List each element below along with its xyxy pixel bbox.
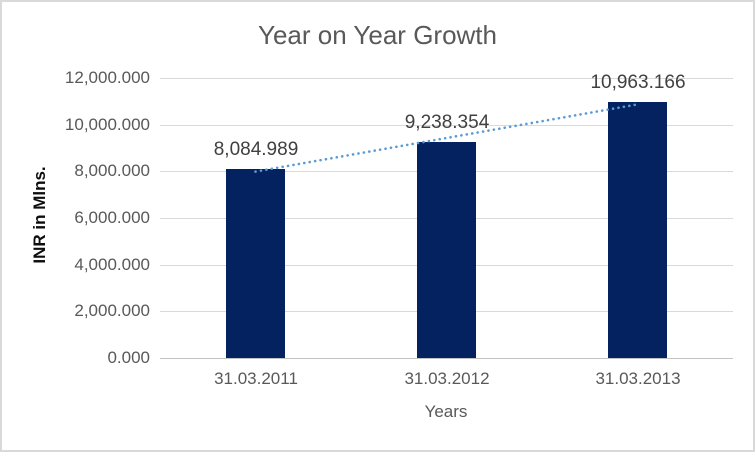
- chart-title: Year on Year Growth: [258, 20, 497, 50]
- y-axis-tick-label: 6,000.000: [74, 208, 150, 227]
- x-axis-title: Years: [424, 402, 468, 421]
- category-label: 31.03.2012: [404, 369, 490, 388]
- y-axis-tick-label: 10,000.000: [64, 115, 150, 134]
- bar: [608, 102, 667, 358]
- category-label: 31.03.2013: [595, 369, 681, 388]
- x-axis-line: [160, 358, 733, 359]
- category-label: 31.03.2011: [214, 369, 298, 388]
- y-axis-tick-label: 12,000.000: [64, 68, 150, 87]
- y-axis-tick-label: 4,000.000: [74, 255, 150, 274]
- y-axis-tick-label: 2,000.000: [74, 301, 150, 320]
- bar: [417, 142, 476, 358]
- data-label: 8,084.989: [213, 139, 299, 160]
- gridline: [160, 78, 733, 79]
- y-axis-tick-label: 0.000: [107, 348, 150, 367]
- data-label: 9,238.354: [404, 112, 490, 133]
- data-label: 10,963.166: [590, 72, 686, 93]
- bar: [226, 169, 285, 358]
- y-axis-tick-label: 8,000.000: [74, 161, 150, 180]
